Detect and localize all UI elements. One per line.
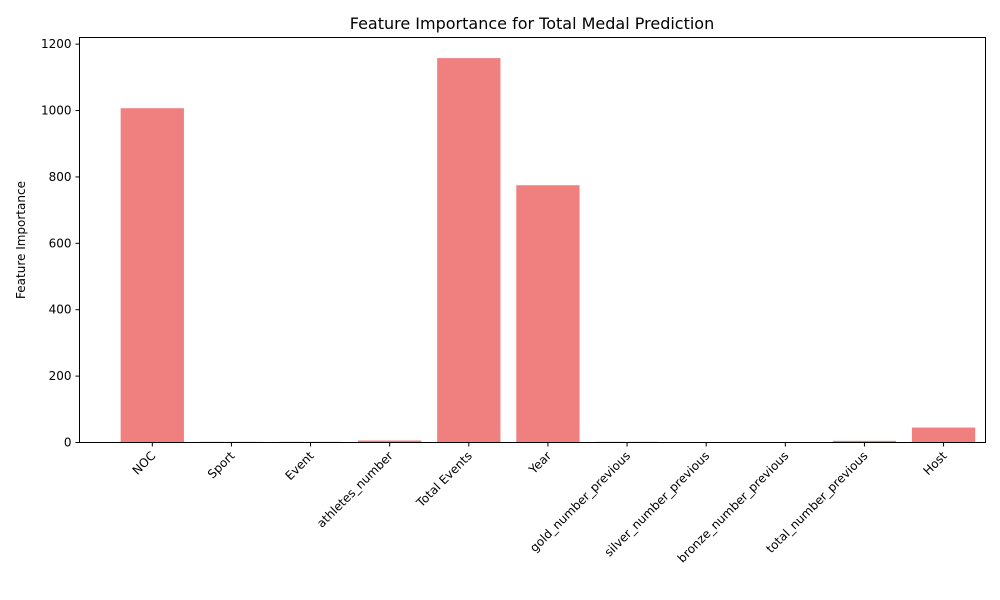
x-tick-label: Total Events bbox=[413, 449, 475, 511]
x-tick-label: NOC bbox=[130, 449, 159, 478]
y-axis-label: Feature Importance bbox=[14, 181, 28, 299]
y-axis-ticks: 0 200 400 600 800 1000 1200 bbox=[41, 37, 80, 450]
bar-host bbox=[911, 427, 976, 443]
bar-year bbox=[516, 185, 580, 443]
chart-title: Feature Importance for Total Medal Predi… bbox=[350, 14, 714, 33]
x-tick-label: Sport bbox=[205, 449, 238, 482]
y-tick-label: 200 bbox=[49, 369, 72, 383]
y-tick-label: 800 bbox=[49, 170, 72, 184]
x-tick-label: athletes_number bbox=[314, 449, 396, 531]
y-tick-label: 1000 bbox=[41, 104, 72, 118]
y-tick-label: 0 bbox=[64, 436, 72, 450]
bar-total-number-previous bbox=[832, 440, 897, 443]
bar-athletes-number bbox=[358, 440, 422, 443]
y-tick-label: 600 bbox=[49, 236, 72, 250]
x-tick-label: Host bbox=[920, 449, 949, 478]
x-tick-label: Year bbox=[525, 449, 554, 478]
y-tick-label: 400 bbox=[49, 303, 72, 317]
y-tick-label: 1200 bbox=[41, 37, 72, 51]
x-tick-label: Event bbox=[282, 449, 316, 483]
bars-group bbox=[120, 58, 976, 443]
plot-frame bbox=[79, 37, 986, 443]
bar-noc bbox=[120, 108, 184, 443]
bar-total-events bbox=[437, 58, 501, 443]
